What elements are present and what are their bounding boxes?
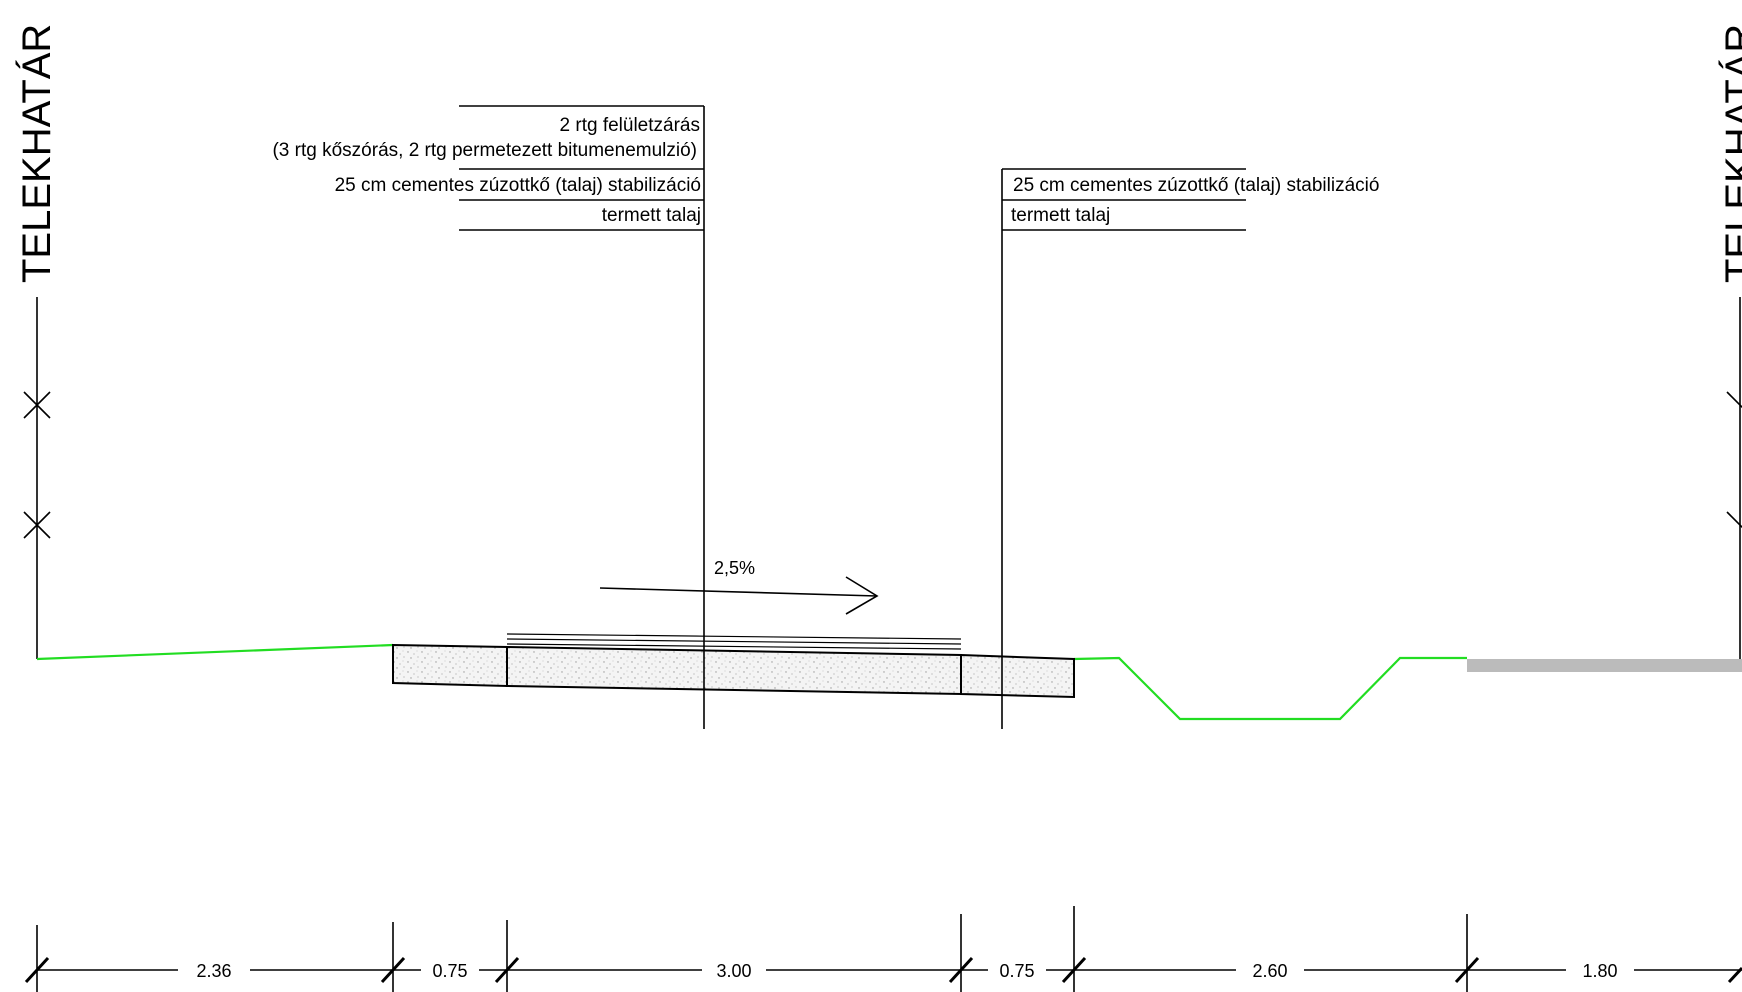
surface-seal-line [506, 643, 962, 650]
left-shoulder-stabilization [392, 643, 508, 688]
dimension-existing-pavement: 1.80 [1582, 961, 1617, 981]
slope-value: 2,5% [714, 558, 755, 578]
right-layer-callout: 25 cm cementes zúzottkő (talaj) stabiliz… [1001, 168, 1379, 729]
left-border-label: TELEKHATÁR [14, 24, 59, 283]
surface-seal-line [506, 638, 962, 645]
dimension-left-shoulder: 0.75 [432, 961, 467, 981]
dimension-tick [24, 956, 50, 984]
ground-line-left [36, 643, 394, 661]
road-structure [392, 633, 1075, 699]
slope-arrow-head [845, 576, 879, 615]
right-border-cross-mark [1726, 511, 1742, 529]
left-layer-callout: 2 rtg felületzárás (3 rtg kőszórás, 2 rt… [272, 105, 705, 729]
callout-stabilization-right: 25 cm cementes zúzottkő (talaj) stabiliz… [1013, 175, 1379, 196]
dimension-tick [494, 956, 520, 984]
right-border-label: TELEKHATÁR [1717, 24, 1742, 283]
dimension-label-mask [421, 958, 479, 982]
callout-subsoil-right: termett talaj [1011, 205, 1110, 226]
dimension-chain: 2.36 0.75 3.00 0.75 2.60 1.80 [24, 906, 1742, 992]
right-border-cross-mark [1726, 391, 1742, 409]
carriageway-stabilization [506, 645, 962, 696]
callout-subsoil: termett talaj [602, 205, 701, 226]
dimension-tick [1454, 956, 1480, 984]
callout-surface-seal-detail: (3 rtg kőszórás, 2 rtg permetezett bitum… [272, 140, 697, 161]
dimension-label-mask [702, 958, 766, 982]
dimension-ditch: 2.60 [1252, 961, 1287, 981]
right-property-border: TELEKHATÁR [1717, 24, 1742, 670]
dimension-carriageway: 3.00 [716, 961, 751, 981]
callout-stabilization: 25 cm cementes zúzottkő (talaj) stabiliz… [335, 175, 701, 196]
dimension-label-mask [1236, 958, 1304, 982]
ground-line-ditch [1073, 656, 1467, 721]
surface-seal-line [506, 633, 962, 640]
dimension-tick [380, 956, 406, 984]
left-border-cross-mark [23, 511, 51, 539]
dimension-right-shoulder: 0.75 [999, 961, 1034, 981]
left-property-border: TELEKHATÁR [14, 24, 59, 659]
dimension-left-verge: 2.36 [196, 961, 231, 981]
slope-arrow-shaft [599, 587, 878, 597]
dimension-label-mask [1566, 958, 1634, 982]
dimension-label-mask [178, 958, 250, 982]
dimension-label-mask [988, 958, 1046, 982]
slope-indicator: 2,5% [599, 558, 879, 615]
callout-surface-seal: 2 rtg felületzárás [560, 115, 700, 136]
dimension-tick [948, 956, 974, 984]
dimension-tick [1061, 956, 1087, 984]
left-border-cross-mark [23, 391, 51, 419]
ground-line [36, 643, 1467, 721]
existing-pavement [1467, 659, 1742, 672]
right-shoulder-stabilization [960, 653, 1075, 699]
dimension-tick [1727, 966, 1742, 984]
